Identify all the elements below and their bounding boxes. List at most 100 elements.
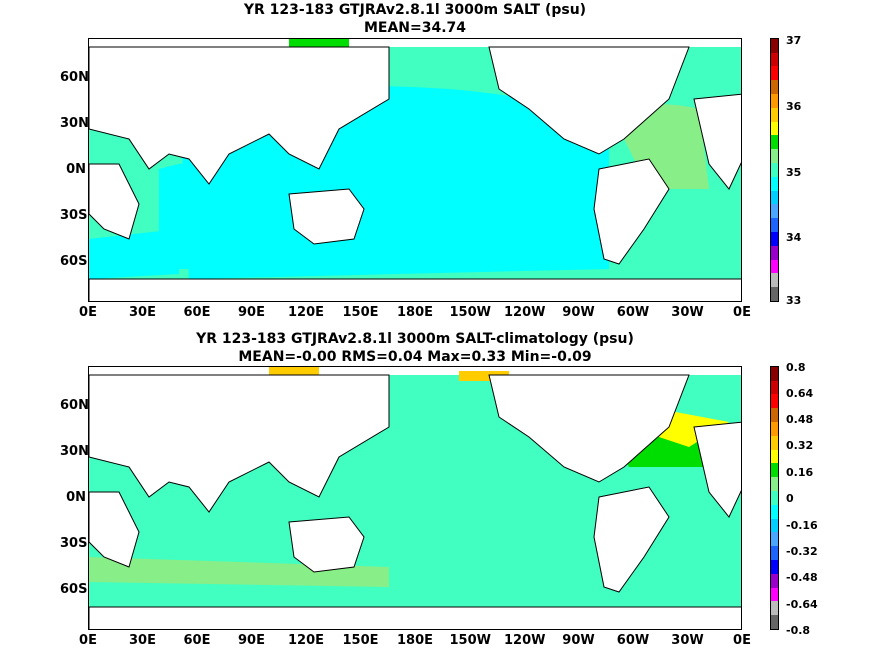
map1-africa-east (89, 163, 140, 240)
map2-plot-area (88, 366, 742, 630)
map1-cbar-swatch-15 (771, 80, 778, 95)
map2-ytick-0n: 0N (66, 490, 86, 505)
map1-cbar-swatch-4 (771, 232, 778, 246)
map1-cbar-swatch-0 (771, 287, 778, 301)
map1-cbar-label-35: 35 (786, 166, 802, 179)
map2-xtick-6: 180E (396, 633, 434, 648)
map2-svg (89, 367, 741, 629)
map2-subtitle: MEAN=-0.00 RMS=0.04 Max=0.33 Min=-0.09 (238, 349, 592, 365)
map1-xtick-0: 0E (79, 305, 97, 320)
map2-north-america (488, 374, 690, 483)
map1-xtick-10: 60W (616, 305, 650, 320)
map2-xtick-7: 150W (449, 633, 491, 648)
map2-cbar-swatch-13 (771, 435, 778, 450)
map1-southern-fresh (89, 229, 179, 279)
map2-xtick-2: 60E (183, 633, 211, 648)
map2-arctic-patch-2 (459, 371, 509, 381)
map2-cbar-label-m0.32: -0.32 (786, 545, 818, 558)
map1-xtick-5: 150E (342, 305, 379, 320)
map1-xtick-11: 30W (671, 305, 704, 320)
map1-cbar-label-33: 33 (786, 294, 802, 307)
map1-xtick-12: 0E (733, 305, 751, 320)
map1-africa-west (693, 93, 741, 190)
map2-ytick-60s: 60S (60, 582, 88, 597)
map1-arctic-mask (89, 39, 741, 47)
map1-xtick-1: 30E (129, 305, 156, 320)
map1-cbar-swatch-11 (771, 135, 778, 150)
map2-antarctica (89, 606, 741, 629)
map2-cbar-label-m0.48: -0.48 (786, 571, 818, 584)
map1-title: YR 123-183 GTJRAv2.8.1l 3000m SALT (psu) (243, 2, 587, 18)
map2-australia (288, 516, 365, 573)
map1-cbar-swatch-13 (771, 107, 778, 122)
map2-cbar-swatch-16 (771, 394, 778, 409)
map2-cbar-swatch-10 (771, 477, 778, 492)
map2-cbar-label-0.48: 0.48 (786, 413, 814, 426)
map1-cbar-swatch-9 (771, 163, 778, 177)
map1-ytick-0n: 0N (66, 162, 86, 177)
map1-cbar-swatch-8 (771, 176, 778, 191)
map1-cbar-swatch-2 (771, 259, 778, 274)
map2-xtick-8: 120W (504, 633, 546, 648)
map1-australia (288, 188, 365, 245)
map2-cbar-swatch-8 (771, 504, 778, 519)
map2-cbar-label-m0.64: -0.64 (786, 598, 818, 611)
map1-cbar-swatch-3 (771, 245, 778, 260)
map1-cbar-swatch-16 (771, 66, 778, 81)
map1-eurasia (89, 46, 390, 185)
map2-cbar-swatch-4 (771, 560, 778, 574)
map2-cbar-swatch-9 (771, 491, 778, 505)
map1-xtick-3: 90E (238, 305, 265, 320)
map1-xtick-2: 60E (183, 305, 211, 320)
map2-arctic-mask (89, 367, 741, 375)
map2-xtick-4: 120E (287, 633, 325, 648)
map2-cbar-label-0.8: 0.8 (786, 361, 806, 374)
map1-cbar-swatch-10 (771, 149, 778, 164)
map2-xtick-10: 60W (616, 633, 650, 648)
map1-plot-area (88, 38, 742, 302)
map2-xtick-5: 150E (342, 633, 379, 648)
map2-xtick-3: 90E (238, 633, 265, 648)
map2-xtick-0: 0E (79, 633, 97, 648)
map1-ytick-60n: 60N (60, 70, 89, 85)
map2-cbar-label-m0.8: -0.8 (786, 624, 811, 637)
map1-subtitle: MEAN=34.74 (363, 20, 467, 36)
map1-xtick-7: 150W (449, 305, 491, 320)
map2-eurasia (89, 374, 390, 513)
map2-africa-east (89, 491, 140, 568)
map2-ytick-30n: 30N (60, 444, 89, 459)
map1-xtick-4: 120E (287, 305, 325, 320)
map2-cbar-swatch-11 (771, 463, 778, 478)
map1-land (89, 46, 741, 301)
map2-cbar-swatch-0 (771, 615, 778, 629)
map2-cbar-swatch-18 (771, 366, 778, 381)
map1-cbar-swatch-7 (771, 190, 778, 205)
map2-ytick-30s: 30S (60, 536, 88, 551)
map2-title: YR 123-183 GTJRAv2.8.1l 3000m SALT-clima… (196, 331, 634, 347)
map2-south-america (593, 486, 670, 593)
map1-cbar-swatch-6 (771, 204, 778, 219)
map2-cbar-swatch-12 (771, 449, 778, 464)
map2-cbar-swatch-3 (771, 573, 778, 588)
map1-ytick-30n: 30N (60, 116, 89, 131)
map2-land (89, 374, 741, 629)
map1-antarctica (89, 278, 741, 301)
map1-ytick-60s: 60S (60, 254, 88, 269)
map1-cbar-swatch-5 (771, 218, 778, 233)
map2-cbar-label-0.16: 0.16 (786, 466, 814, 479)
map2-cbar-label-0.32: 0.32 (786, 439, 814, 452)
map1-arctic-patch (289, 39, 349, 47)
map2-cbar-label-0: 0 (786, 492, 794, 505)
map1-north-america (488, 46, 690, 155)
map1-cbar-swatch-17 (771, 52, 778, 67)
map1-cbar-swatch-14 (771, 94, 778, 108)
map2-cbar-swatch-6 (771, 532, 778, 547)
map2-xtick-12: 0E (733, 633, 751, 648)
map1-xtick-8: 120W (504, 305, 546, 320)
map2-cbar-swatch-1 (771, 601, 778, 616)
map2-cbar-swatch-5 (771, 546, 778, 561)
map1-xtick-6: 180E (396, 305, 434, 320)
map2-cbar-swatch-17 (771, 380, 778, 395)
map1-cbar-label-34: 34 (786, 231, 802, 244)
map2-cbar-label-0.64: 0.64 (786, 387, 814, 400)
